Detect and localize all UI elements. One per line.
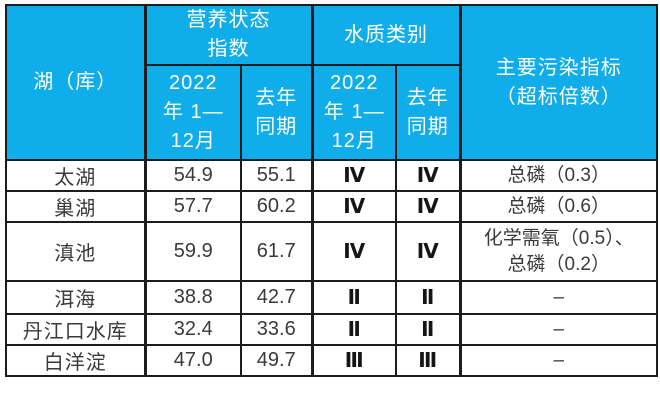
table-row-baiyangdian: 白洋淀 47.0 49.7 Ⅲ Ⅲ – bbox=[5, 344, 658, 377]
wq-last-cell: Ⅳ bbox=[395, 190, 461, 223]
header-period-row: 2022 年 1— 12月 去年 同期 2022 年 1— 12月 去年 同期 bbox=[6, 64, 657, 161]
table-row-dianchi: 滇池 59.9 61.7 Ⅳ Ⅳ 化学需氧（0.5）、 总磷（0.2） bbox=[5, 221, 658, 282]
header-nutrition-period-last: 去年 同期 bbox=[240, 64, 313, 161]
nutrition-last-cell: 60.2 bbox=[240, 190, 313, 223]
wq-last-cell: Ⅳ bbox=[395, 221, 461, 282]
lake-name-cell: 丹江口水库 bbox=[5, 313, 146, 346]
pollutant-cell: – bbox=[458, 313, 658, 346]
lake-water-quality-table: 湖（库） 营养状态 指数 水质类别 主要污染指标 （超标倍数） 2022 年 1… bbox=[5, 4, 658, 377]
nutrition-last-cell: 42.7 bbox=[240, 280, 313, 315]
lake-name-cell: 洱海 bbox=[5, 280, 146, 315]
lake-name-cell: 太湖 bbox=[5, 159, 146, 192]
lake-name-cell: 滇池 bbox=[5, 221, 146, 282]
pollutant-cell: 化学需氧（0.5）、 总磷（0.2） bbox=[458, 221, 658, 282]
header-pollutant-column: 主要污染指标 （超标倍数） bbox=[458, 4, 658, 161]
table-header: 湖（库） 营养状态 指数 水质类别 主要污染指标 （超标倍数） 2022 年 1… bbox=[5, 4, 658, 161]
nutrition-2022-cell: 38.8 bbox=[143, 280, 242, 315]
nutrition-last-cell: 55.1 bbox=[240, 159, 313, 192]
nutrition-last-cell: 61.7 bbox=[240, 221, 313, 282]
wq-2022-cell: Ⅱ bbox=[310, 313, 397, 346]
table-row-taihu: 太湖 54.9 55.1 Ⅳ Ⅳ 总磷（0.3） bbox=[5, 159, 658, 192]
pollutant-cell: 总磷（0.3） bbox=[458, 159, 658, 192]
wq-last-cell: Ⅲ bbox=[395, 344, 461, 377]
wq-last-cell: Ⅱ bbox=[395, 280, 461, 315]
pollutant-cell: 总磷（0.6） bbox=[458, 190, 658, 223]
nutrition-2022-cell: 57.7 bbox=[143, 190, 242, 223]
nutrition-2022-cell: 59.9 bbox=[143, 221, 242, 282]
table-body: 太湖 54.9 55.1 Ⅳ Ⅳ 总磷（0.3） 巢湖 57.7 60.2 Ⅳ … bbox=[5, 159, 658, 377]
wq-last-cell: Ⅱ bbox=[395, 313, 461, 346]
pollutant-cell: – bbox=[458, 280, 658, 315]
nutrition-2022-cell: 47.0 bbox=[143, 344, 242, 377]
nutrition-last-cell: 33.6 bbox=[240, 313, 313, 346]
nutrition-last-cell: 49.7 bbox=[240, 344, 313, 377]
header-nutrition-group: 营养状态 指数 bbox=[143, 4, 313, 66]
header-wq-period-current: 2022 年 1— 12月 bbox=[310, 64, 397, 161]
table-row-chaohu: 巢湖 57.7 60.2 Ⅳ Ⅳ 总磷（0.6） bbox=[5, 190, 658, 223]
lake-name-cell: 白洋淀 bbox=[5, 344, 146, 377]
header-water-quality-group: 水质类别 bbox=[310, 4, 461, 66]
table-row-erhai: 洱海 38.8 42.7 Ⅱ Ⅱ – bbox=[5, 280, 658, 315]
nutrition-2022-cell: 32.4 bbox=[143, 313, 242, 346]
header-wq-period-last: 去年 同期 bbox=[395, 64, 461, 161]
wq-2022-cell: Ⅱ bbox=[310, 280, 397, 315]
wq-2022-cell: Ⅳ bbox=[310, 190, 397, 223]
table-container: 湖（库） 营养状态 指数 水质类别 主要污染指标 （超标倍数） 2022 年 1… bbox=[5, 4, 658, 377]
table-row-danjiangkou: 丹江口水库 32.4 33.6 Ⅱ Ⅱ – bbox=[5, 313, 658, 346]
wq-2022-cell: Ⅳ bbox=[310, 221, 397, 282]
nutrition-2022-cell: 54.9 bbox=[143, 159, 242, 192]
header-nutrition-period-current: 2022 年 1— 12月 bbox=[143, 64, 242, 161]
lake-name-cell: 巢湖 bbox=[5, 190, 146, 223]
pollutant-cell: – bbox=[458, 344, 658, 377]
header-lake-column: 湖（库） bbox=[5, 4, 146, 161]
wq-2022-cell: Ⅲ bbox=[310, 344, 397, 377]
header-group-row: 湖（库） 营养状态 指数 水质类别 主要污染指标 （超标倍数） bbox=[5, 4, 658, 161]
wq-last-cell: Ⅳ bbox=[395, 159, 461, 192]
wq-2022-cell: Ⅳ bbox=[310, 159, 397, 192]
